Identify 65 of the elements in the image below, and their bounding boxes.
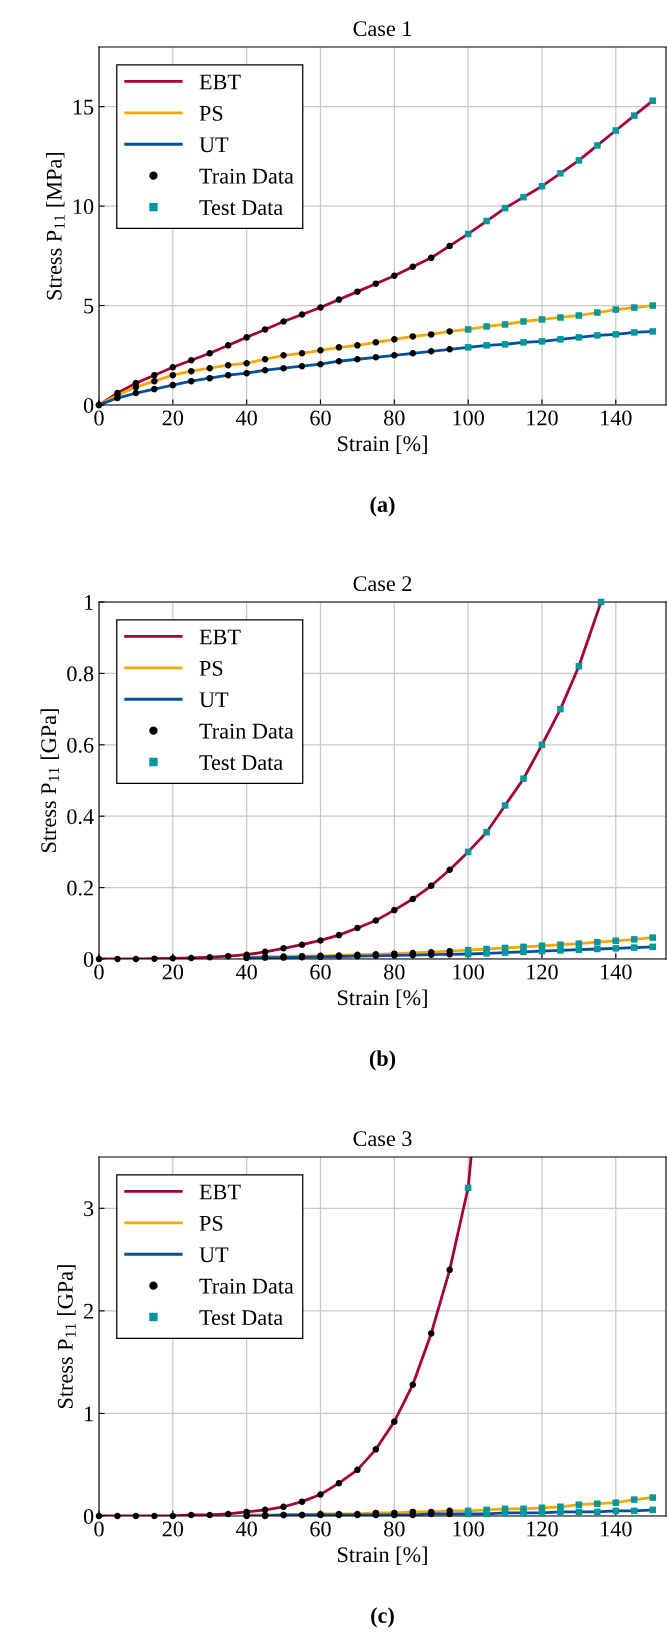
y-tick-label: 5 — [84, 298, 94, 314]
x-tick-label: 140 — [601, 1521, 632, 1537]
y-tick-label: 0.2 — [67, 880, 93, 896]
legend-label: UT — [199, 1247, 229, 1263]
y-tick-label: 0.6 — [67, 737, 94, 753]
x-tick-label: 60 — [310, 964, 331, 980]
y-tick-label: 0 — [83, 397, 94, 413]
x-tick-label: 80 — [384, 1521, 405, 1537]
x-tick-label: 20 — [162, 1521, 184, 1537]
y-tick-label: 15 — [73, 99, 94, 115]
legend-label: PS — [199, 660, 223, 676]
y-tick-label: 1 — [84, 595, 93, 610]
x-tick-label: 120 — [527, 410, 558, 426]
x-axis-title: Strain [%] — [338, 1546, 427, 1565]
text: (c) — [371, 1607, 394, 1628]
x-tick-label: 0 — [94, 964, 104, 980]
legend-label: PS — [199, 1215, 223, 1231]
x-tick-label: 60 — [310, 1521, 331, 1537]
y-tick-label: 0 — [83, 951, 94, 967]
x-tick-label: 0 — [94, 1521, 104, 1537]
x-tick-label: 100 — [453, 964, 484, 980]
x-tick-label: 40 — [235, 410, 257, 426]
legend-label: Train Data — [199, 723, 294, 739]
x-tick-label: 140 — [601, 410, 632, 426]
legend-label: Test Data — [199, 1310, 283, 1326]
chart-title: Case 2 — [353, 576, 412, 592]
legend-label: UT — [199, 137, 229, 153]
y-tick-label: 3 — [84, 1201, 94, 1217]
legend-label: EBT — [199, 1184, 241, 1200]
x-tick-label: 40 — [235, 1521, 257, 1537]
legend-label: Test Data — [199, 755, 283, 771]
x-tick-label: 20 — [162, 410, 184, 426]
x-tick-label: 80 — [384, 410, 405, 426]
x-tick-label: 60 — [310, 410, 331, 426]
x-tick-label: 100 — [453, 1521, 484, 1537]
legend-label: EBT — [199, 74, 241, 90]
legend-label: Test Data — [199, 200, 283, 216]
x-axis-title: Strain [%] — [338, 989, 427, 1008]
legend-label: Train Data — [199, 1278, 294, 1294]
chart-title: Case 3 — [353, 1131, 412, 1147]
text: (b) — [369, 1050, 396, 1071]
x-tick-label: 100 — [453, 410, 484, 426]
x-tick-label: 120 — [527, 1521, 558, 1537]
y-axis-title: Stress P$_{11}$ [MPa] — [46, 152, 65, 300]
y-tick-label: 0.4 — [67, 809, 94, 825]
legend-label: UT — [199, 692, 229, 708]
y-tick-label: 0.8 — [67, 666, 94, 682]
legend-label: EBT — [199, 629, 241, 645]
x-tick-label: 120 — [527, 964, 558, 980]
legend-label: PS — [199, 105, 223, 121]
chart-title: Case 1 — [353, 21, 412, 37]
y-axis-title: Stress P$_{11}$ [GPa] — [57, 1265, 76, 1409]
x-tick-label: 20 — [162, 964, 184, 980]
text: (a) — [370, 496, 395, 517]
y-tick-label: 0 — [83, 1508, 94, 1524]
y-tick-label: 1 — [84, 1406, 93, 1422]
legend-label: Train Data — [199, 168, 294, 184]
x-tick-label: 0 — [94, 410, 104, 426]
y-tick-label: 2 — [84, 1303, 93, 1319]
x-tick-label: 80 — [384, 964, 405, 980]
x-tick-label: 40 — [235, 964, 257, 980]
x-axis-title: Strain [%] — [338, 435, 427, 454]
y-tick-label: 10 — [73, 199, 94, 215]
y-axis-title: Stress P$_{11}$ [GPa] — [40, 709, 59, 853]
x-tick-label: 140 — [601, 964, 632, 980]
